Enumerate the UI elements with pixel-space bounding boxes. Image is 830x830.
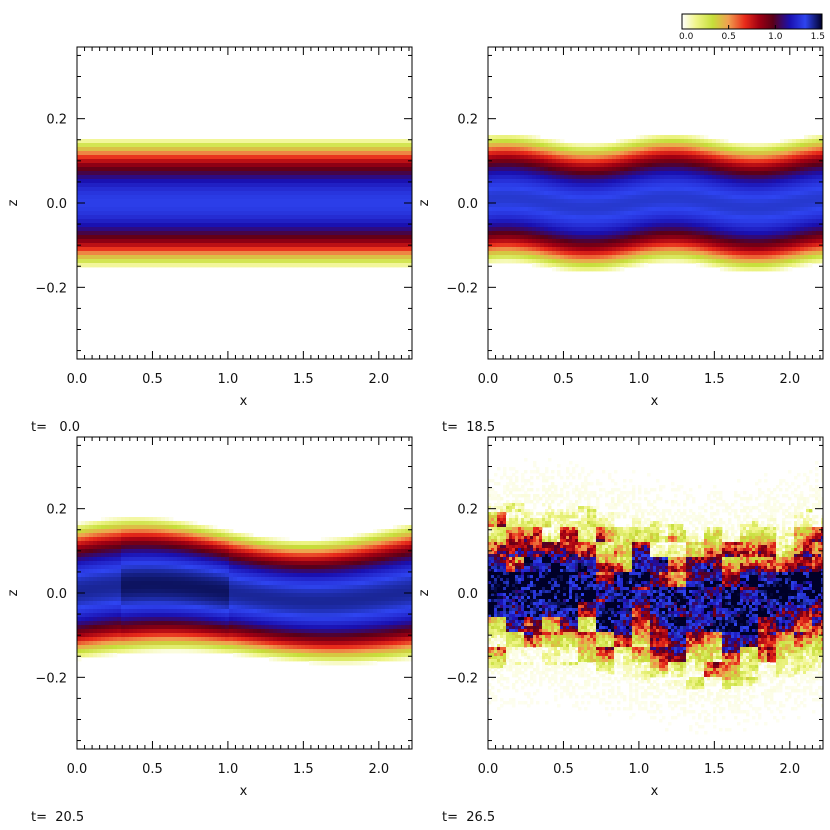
x-axis-title: x xyxy=(240,394,248,409)
y-tick-label: 0.0 xyxy=(46,197,67,212)
x-tick-label: 1.5 xyxy=(293,762,314,777)
density-field xyxy=(77,47,412,359)
x-tick-label: 1.5 xyxy=(293,372,314,387)
colorbar-tick-label: 0.0 xyxy=(679,32,694,42)
x-axis: 0.0 0.5 1.0 1.5 2.0 xyxy=(67,47,410,387)
x-tick-label: 0.0 xyxy=(478,372,499,387)
y-tick-label: 0.0 xyxy=(46,587,67,602)
x-tick-label: 1.0 xyxy=(218,372,239,387)
x-tick-label: 0.0 xyxy=(67,372,88,387)
y-axis-title: z xyxy=(417,199,432,206)
panel-4: 0.0 0.5 1.0 1.5 2.0 −0.2 0.0 0.2 x z t= 26.5 xyxy=(417,436,824,825)
time-label: t= 26.5 xyxy=(442,810,495,825)
colorbar-tick-label: 0.5 xyxy=(722,32,736,42)
y-tick-label: 0.0 xyxy=(457,197,478,212)
x-axis: 0.0 0.5 1.0 1.5 2.0 xyxy=(478,437,821,777)
time-label: t= 0.0 xyxy=(31,420,80,435)
x-tick-label: 1.5 xyxy=(704,372,725,387)
x-tick-label: 1.0 xyxy=(629,762,650,777)
x-tick-label: 0.5 xyxy=(553,762,574,777)
x-axis-title: x xyxy=(240,784,248,799)
panel-1: 0.0 0.5 1.0 1.5 2.0 −0.2 0.0 0.2 x z t= 0.0 xyxy=(6,46,413,435)
time-label: t= 20.5 xyxy=(31,810,84,825)
y-tick-label: 0.2 xyxy=(457,113,478,128)
x-axis-title: x xyxy=(651,394,659,409)
colorbar: 0.0 0.5 1.0 1.5 xyxy=(679,13,825,42)
y-axis: −0.2 0.0 0.2 xyxy=(446,444,823,742)
y-tick-label: −0.2 xyxy=(35,281,67,296)
colorbar-tick-label: 1.0 xyxy=(768,32,783,42)
density-field xyxy=(77,437,412,749)
panel-3: 0.0 0.5 1.0 1.5 2.0 −0.2 0.0 0.2 x z t= 20.5 xyxy=(6,436,413,825)
x-axis-title: x xyxy=(651,784,659,799)
time-label: t= 18.5 xyxy=(442,420,495,435)
density-field xyxy=(488,437,823,749)
y-tick-label: −0.2 xyxy=(446,671,478,686)
y-tick-label: −0.2 xyxy=(35,671,67,686)
x-tick-label: 0.5 xyxy=(553,372,574,387)
y-tick-label: 0.2 xyxy=(46,503,67,518)
x-tick-label: 2.0 xyxy=(779,762,800,777)
y-axis-title: z xyxy=(6,199,21,206)
density-field xyxy=(488,47,823,359)
y-axis: −0.2 0.0 0.2 xyxy=(35,444,412,742)
x-tick-label: 0.5 xyxy=(142,762,163,777)
x-tick-label: 0.5 xyxy=(142,372,163,387)
y-tick-label: 0.2 xyxy=(457,503,478,518)
y-axis: −0.2 0.0 0.2 xyxy=(446,54,823,352)
x-tick-label: 1.0 xyxy=(218,762,239,777)
y-tick-label: 0.2 xyxy=(46,113,67,128)
y-tick-label: 0.0 xyxy=(457,587,478,602)
x-tick-label: 2.0 xyxy=(368,372,389,387)
x-axis: 0.0 0.5 1.0 1.5 2.0 xyxy=(67,437,410,777)
x-tick-label: 2.0 xyxy=(368,762,389,777)
colorbar-ticks: 0.0 0.5 1.0 1.5 xyxy=(679,25,825,42)
colorbar-tick-label: 1.5 xyxy=(811,32,825,42)
x-tick-label: 1.0 xyxy=(629,372,650,387)
y-tick-label: −0.2 xyxy=(446,281,478,296)
x-tick-label: 2.0 xyxy=(779,372,800,387)
panel-2: 0.0 0.5 1.0 1.5 2.0 −0.2 0.0 0.2 x z t= 18.5 xyxy=(417,46,824,435)
y-axis-title: z xyxy=(6,589,21,596)
panels: 0.0 0.5 1.0 1.5 2.0 −0.2 0.0 0.2 x z t= 0.0 0.0 0.5 1… xyxy=(6,46,824,825)
y-axis-title: z xyxy=(417,589,432,596)
colorbar-gradient xyxy=(681,13,823,30)
x-axis: 0.0 0.5 1.0 1.5 2.0 xyxy=(478,47,821,387)
x-tick-label: 0.0 xyxy=(67,762,88,777)
y-axis: −0.2 0.0 0.2 xyxy=(35,54,412,352)
x-tick-label: 0.0 xyxy=(478,762,499,777)
x-tick-label: 1.5 xyxy=(704,762,725,777)
